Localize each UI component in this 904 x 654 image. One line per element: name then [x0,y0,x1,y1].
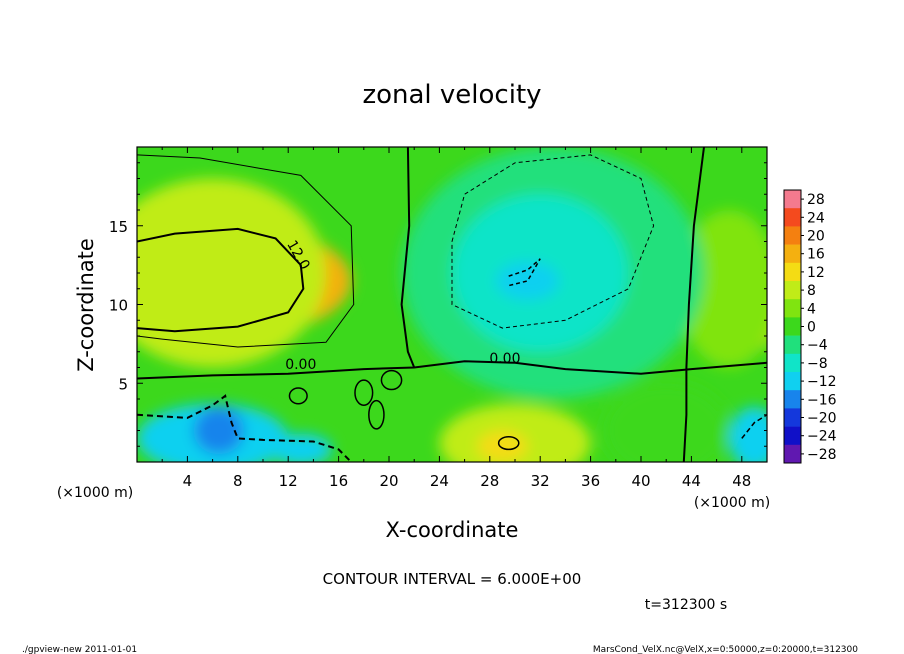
colorbar-segment [784,281,801,300]
field-region [729,406,767,462]
field-region [269,433,333,462]
colorbar-label: −12 [807,374,837,390]
contour-line [137,360,767,380]
colorbar-segment [784,190,801,209]
plot-area: 12.00.00 0.00 [136,146,768,463]
colorbar-label: −28 [807,447,837,463]
colorbar-segment [784,353,801,373]
contour-loop [368,399,385,430]
colorbar-segment [784,426,801,446]
field-region [603,383,730,462]
contour-line [137,394,352,462]
colorbar-segment [784,262,801,282]
colorbar-segment [784,372,801,391]
colorbar-label: 0 [807,320,816,336]
contour-interval-label: CONTOUR INTERVAL = 6.000E+00 [323,570,582,588]
x-tick-label: 24 [430,472,449,490]
contour-loop [288,387,308,405]
contour-loop [497,436,520,451]
colorbar-label: −8 [807,356,828,372]
y-tick-label: 15 [109,218,128,236]
colorbar-label: 20 [807,229,825,245]
colorbar-label: 12 [807,265,825,281]
colorbar-segment [784,317,801,336]
colorbar-segment [784,226,801,245]
x-tick-label: 44 [682,472,701,490]
contour-line [451,154,655,329]
colorbar-segment [784,244,801,264]
colorbar-label: 16 [807,247,825,263]
colorbar-label: −24 [807,429,837,445]
colorbar-label: −16 [807,392,837,408]
footer-left: ./gpview-new 2011-01-01 [22,645,137,654]
x-tick-label: 8 [233,472,243,490]
x-tick-label: 32 [531,472,550,490]
field-region [477,430,528,462]
colorbar-label: 8 [807,283,816,299]
colorbar: 28 24 20 16 12 8 4 0 −4 −8 −12 −16 −20 −24 −28 [783,189,837,464]
contour-line [400,147,416,368]
contour-loop [380,369,403,391]
field-region [496,261,560,300]
x-tick-label: 20 [379,472,398,490]
x-axis-unit-right: (×1000 m) [694,495,770,511]
colorbar-label: −4 [807,338,828,354]
field-region [137,178,326,368]
contour-line [137,154,355,348]
time-label: t=312300 s [645,597,727,613]
colorbar-segment [784,390,801,409]
colorbar-label: 24 [807,210,825,226]
y-axis-ticks: 5 10 15 [109,162,767,447]
field-region [193,406,245,455]
colorbar-segment [784,208,801,227]
y-tick-label: 10 [109,297,128,315]
colorbar-label: −20 [807,411,837,427]
x-tick-label: 40 [631,472,650,490]
x-tick-label: 4 [183,472,193,490]
x-tick-label: 36 [581,472,600,490]
contour-line [508,258,541,287]
contour-line [741,414,767,439]
x-axis-ticks: 4 8 12 16 20 24 28 32 36 40 44 48 [161,147,751,490]
x-tick-label: 28 [480,472,499,490]
contour-line [137,227,305,333]
x-tick-label: 48 [732,472,751,490]
colorbar-segment [784,299,801,318]
contour-label: 0.00 [489,351,520,367]
y-axis-label: Z-coordinate [74,238,98,372]
colorbar-label: 4 [807,301,816,317]
x-tick-label: 16 [329,472,348,490]
contour-label: 0.00 [285,357,316,373]
footer-right: MarsCond_VelX.nc@VelX,x=0:50000,z=0:2000… [593,645,858,654]
colorbar-segment [784,335,801,355]
contour-line [682,147,705,462]
x-axis-unit-left: (×1000 m) [57,485,133,501]
chart-title: zonal velocity [362,80,541,110]
colorbar-segment [784,444,801,464]
x-axis-label: X-coordinate [386,518,519,542]
colorbar-segment [784,408,801,427]
contour-loop [354,379,374,407]
x-tick-label: 12 [279,472,298,490]
colorbar-label: 28 [807,192,825,208]
y-tick-label: 5 [118,375,128,393]
